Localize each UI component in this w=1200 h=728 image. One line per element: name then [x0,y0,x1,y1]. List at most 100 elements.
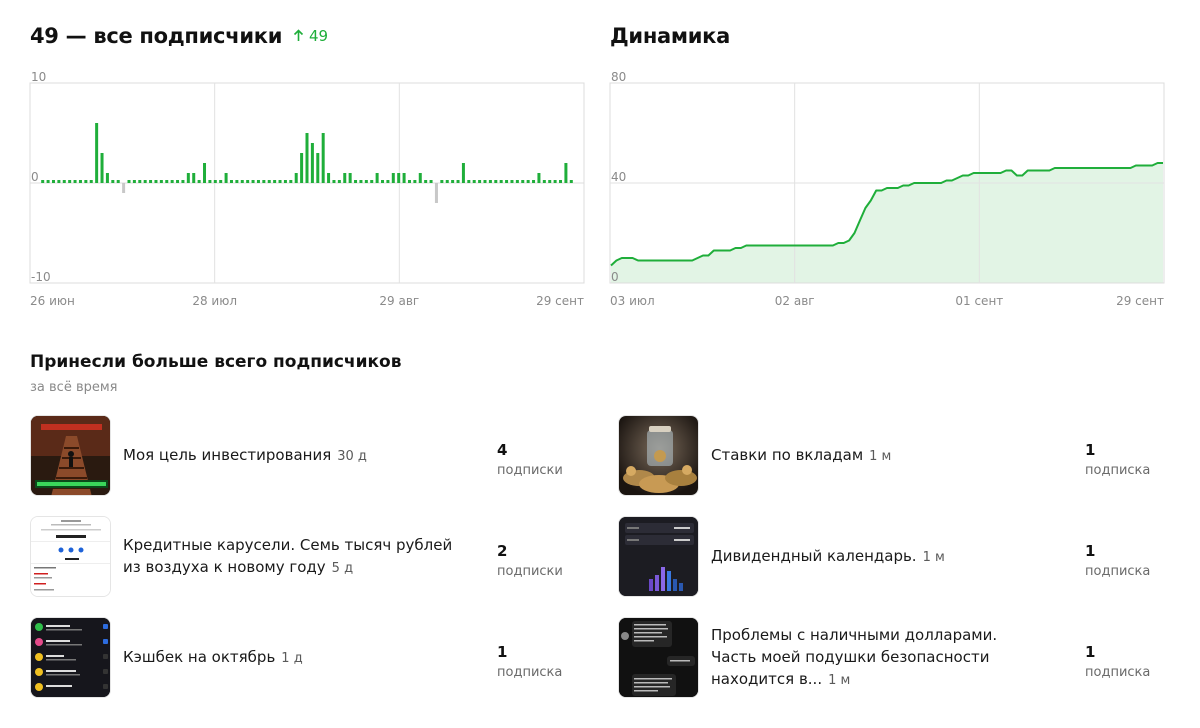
bar[interactable] [62,180,66,183]
post-item[interactable]: Дивидендный календарь. 1 м 1 подписка [618,516,1178,598]
bar[interactable] [138,180,142,183]
bar[interactable] [451,180,455,183]
bar[interactable] [559,180,563,183]
bar[interactable] [46,180,50,183]
post-item[interactable]: Проблемы с наличными долларами. Часть мо… [618,617,1178,699]
bar[interactable] [170,180,174,183]
bar[interactable] [348,173,352,183]
bar[interactable] [224,173,228,183]
bar[interactable] [526,180,530,183]
bar[interactable] [127,180,131,183]
bar[interactable] [273,180,277,183]
bar[interactable] [553,180,557,183]
bar[interactable] [197,180,201,183]
bar[interactable] [235,180,239,183]
bar[interactable] [515,180,519,183]
bar[interactable] [68,180,72,183]
bar[interactable] [89,180,93,183]
bar[interactable] [364,180,368,183]
post-item[interactable]: Кредитные карусели. Семь тысяч рублей из… [30,516,590,598]
bar[interactable] [381,180,385,183]
bar[interactable] [256,180,260,183]
bar[interactable] [386,180,390,183]
bar[interactable] [267,180,271,183]
bar[interactable] [165,180,169,183]
bar[interactable] [122,183,126,193]
bar[interactable] [494,180,498,183]
bar[interactable] [321,133,325,183]
bar[interactable] [57,180,61,183]
bar[interactable] [375,173,379,183]
bar[interactable] [542,180,546,183]
bar[interactable] [246,180,250,183]
bar[interactable] [521,180,525,183]
bar[interactable] [300,153,304,183]
bar[interactable] [132,180,136,183]
bar[interactable] [332,180,336,183]
bar[interactable] [564,163,568,183]
bar[interactable] [456,180,460,183]
bar[interactable] [467,180,471,183]
bar[interactable] [440,180,444,183]
bar[interactable] [337,180,341,183]
bar[interactable] [192,173,196,183]
bar[interactable] [510,180,514,183]
bar[interactable] [100,153,104,183]
subscribers-bar-chart[interactable]: 10 0 -10 26 июн 28 июл 29 авг 29 сент [29,66,586,316]
bar[interactable] [143,180,147,183]
bar[interactable] [537,173,541,183]
bar[interactable] [186,173,190,183]
bar[interactable] [208,180,212,183]
bar[interactable] [429,180,433,183]
bar[interactable] [95,123,99,183]
bar[interactable] [262,180,266,183]
bar[interactable] [354,180,358,183]
bar[interactable] [418,173,422,183]
bar[interactable] [532,180,536,183]
bar[interactable] [78,180,82,183]
bar[interactable] [154,180,158,183]
bar[interactable] [327,173,331,183]
series-line[interactable] [610,162,1163,267]
bar[interactable] [251,180,255,183]
bar[interactable] [424,180,428,183]
bar[interactable] [116,180,120,183]
bar[interactable] [359,180,363,183]
bar[interactable] [343,173,347,183]
bar[interactable] [289,180,293,183]
bar[interactable] [310,143,314,183]
bar[interactable] [316,153,320,183]
bar[interactable] [240,180,244,183]
bar[interactable] [478,180,482,183]
bar[interactable] [483,180,487,183]
bar[interactable] [434,183,438,203]
bar[interactable] [472,180,476,183]
bar[interactable] [278,180,282,183]
bar[interactable] [149,180,153,183]
bar[interactable] [283,180,287,183]
bar[interactable] [219,180,223,183]
bar[interactable] [402,173,406,183]
bar[interactable] [407,180,411,183]
bar[interactable] [499,180,503,183]
bar[interactable] [461,163,465,183]
bar[interactable] [51,180,55,183]
dynamics-area-chart[interactable]: 80 40 0 03 июл 02 авг 01 сент 29 сент [609,66,1166,316]
post-item[interactable]: Кэшбек на октябрь 1 д 1 подписка [30,617,590,699]
bar[interactable] [305,133,309,183]
bar[interactable] [569,180,573,183]
bar[interactable] [41,180,45,183]
bar[interactable] [294,173,298,183]
bar[interactable] [488,180,492,183]
post-item[interactable]: Ставки по вкладам 1 м 1 подписка [618,415,1178,497]
bar[interactable] [548,180,552,183]
bar[interactable] [413,180,417,183]
bar[interactable] [84,180,88,183]
bar[interactable] [391,173,395,183]
bar[interactable] [159,180,163,183]
bar[interactable] [445,180,449,183]
bar[interactable] [176,180,180,183]
post-item[interactable]: Моя цель инвестирования 30 д 4 подписки [30,415,590,497]
bar[interactable] [213,180,217,183]
bar[interactable] [111,180,115,183]
